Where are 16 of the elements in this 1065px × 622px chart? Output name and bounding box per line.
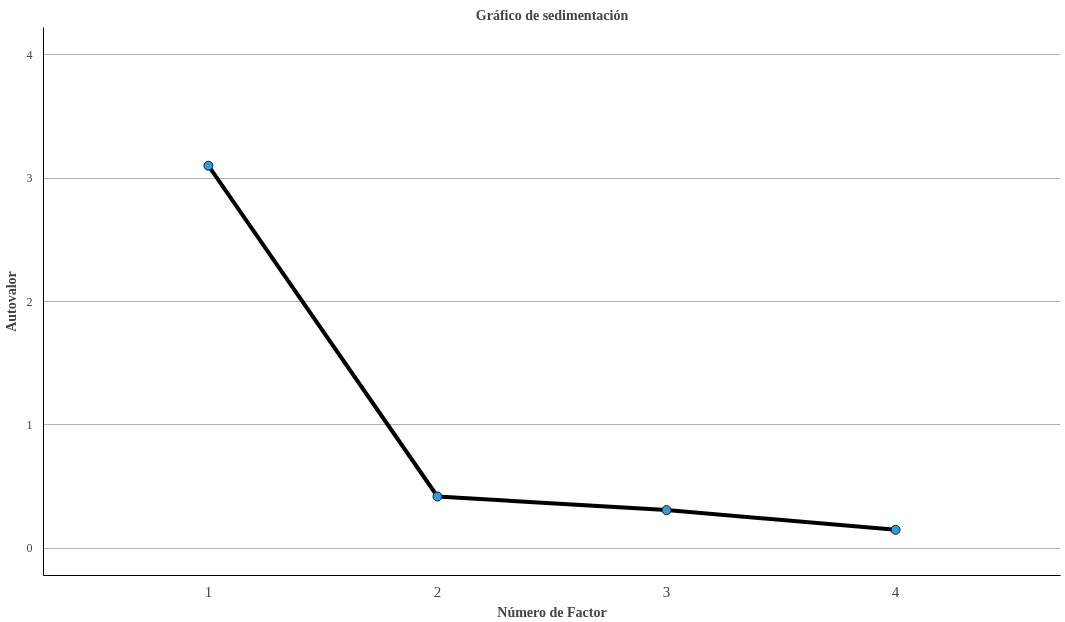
point bbox=[203, 160, 214, 171]
point bbox=[432, 491, 443, 502]
y-axis-title: Autovalor bbox=[3, 271, 19, 332]
x-axis-title: Número de Factor bbox=[497, 604, 607, 620]
point bbox=[890, 524, 901, 535]
chart-title: Gráfico de sedimentación bbox=[475, 7, 629, 23]
y-tick-label: 2 bbox=[26, 294, 33, 309]
y-tick-label: 0 bbox=[26, 541, 33, 556]
x-tick-label: 4 bbox=[891, 583, 900, 600]
y-tick-label: 4 bbox=[26, 47, 33, 62]
y-tick-label: 1 bbox=[26, 417, 33, 432]
point bbox=[661, 505, 672, 516]
x-tick-label: 2 bbox=[433, 583, 442, 600]
x-tick-label: 3 bbox=[662, 583, 671, 600]
x-tick-label: 1 bbox=[204, 583, 213, 600]
y-tick-label: 3 bbox=[26, 171, 33, 186]
